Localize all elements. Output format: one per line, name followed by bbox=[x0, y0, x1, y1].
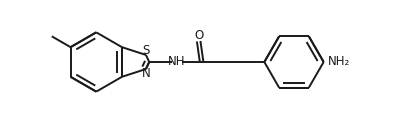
Text: NH: NH bbox=[168, 56, 186, 68]
Text: O: O bbox=[194, 29, 203, 42]
Text: S: S bbox=[142, 44, 150, 57]
Text: NH₂: NH₂ bbox=[328, 56, 350, 68]
Text: N: N bbox=[142, 67, 150, 80]
